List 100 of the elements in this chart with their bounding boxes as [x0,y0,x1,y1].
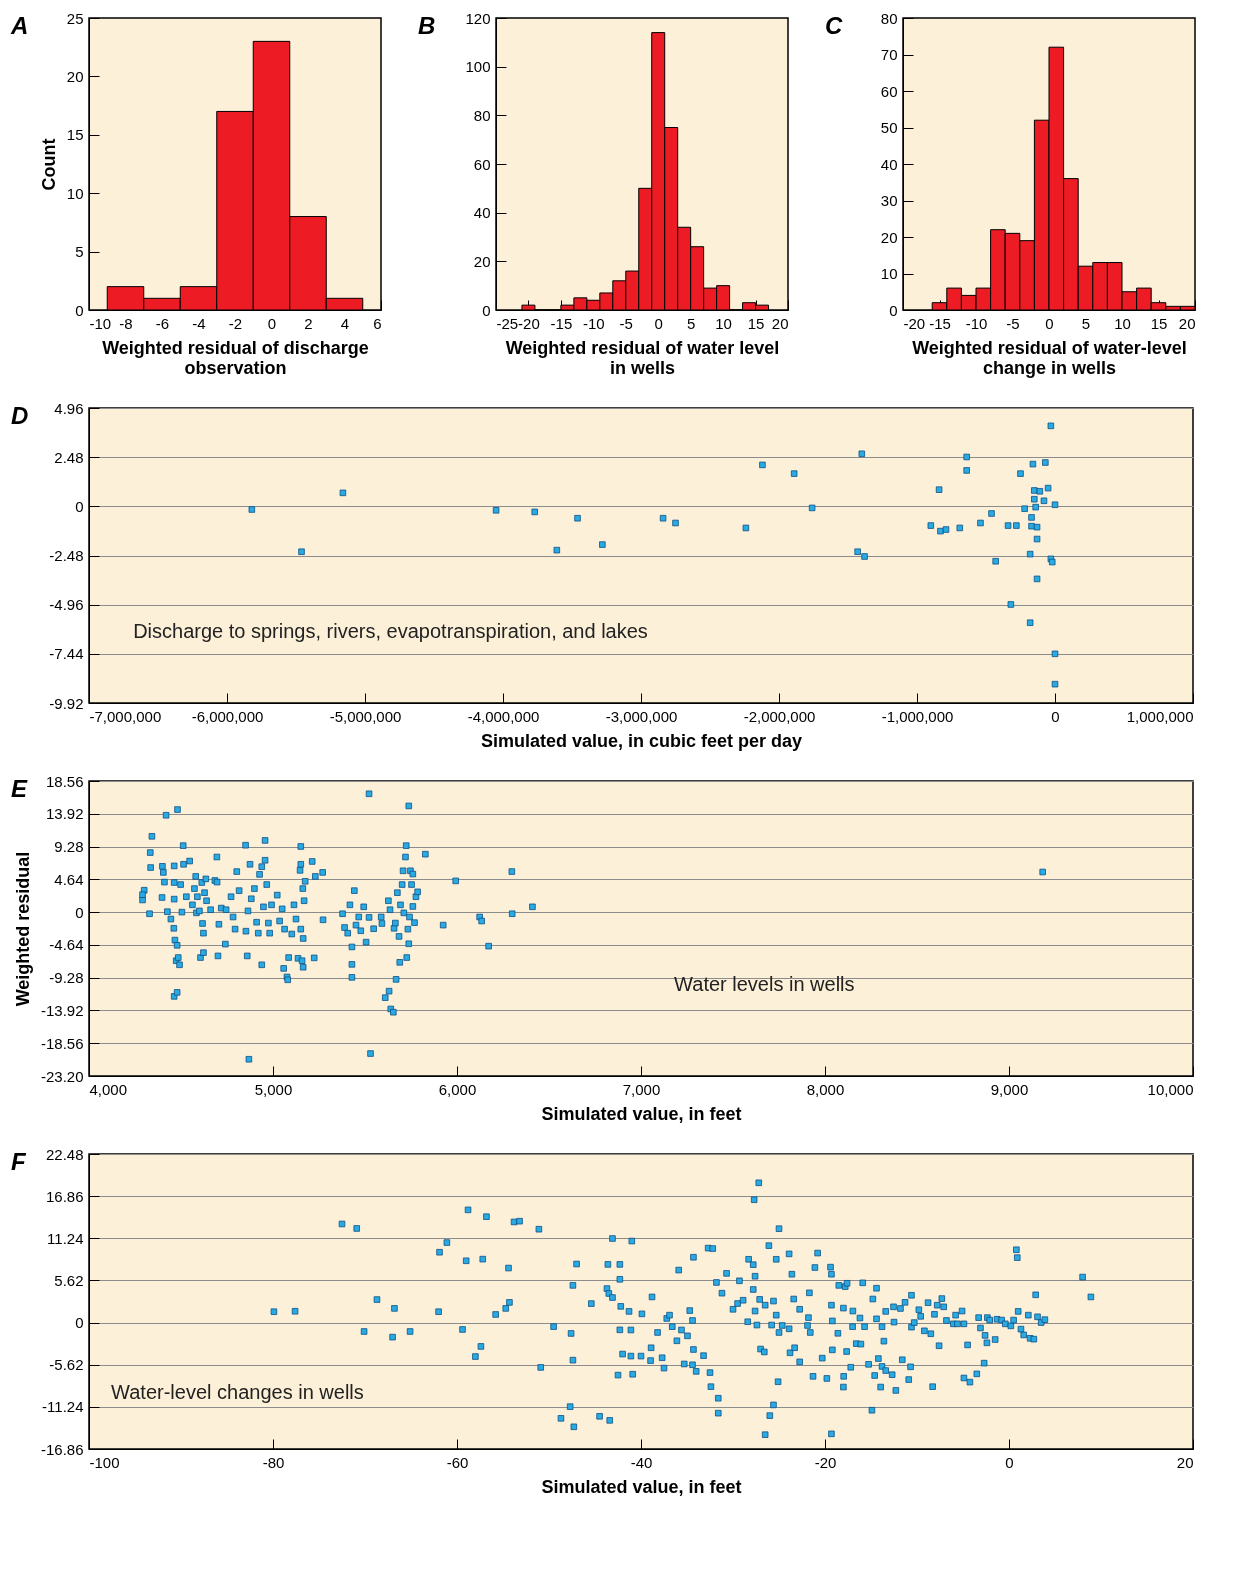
x-tick-label: 5 [686,314,696,332]
chart-title: D [11,402,29,429]
x-tick-label: 15 [1150,314,1168,332]
x-tick-label: -10 [582,314,605,332]
y-tick-label: -13.92 [40,1001,84,1019]
x-tick-label: -20 [518,314,540,332]
y-tick-label: 40 [880,155,898,173]
x-tick-label: -20 [903,314,926,332]
y-tick-label: 80 [473,106,491,124]
x-tick-label: 6,000 [438,1080,477,1098]
chart-title: E [11,775,28,802]
x-tick-label: -100 [89,1453,120,1471]
y-tick-label: 15 [66,126,84,144]
x-tick-label: -25 [496,314,519,332]
x-tick-label: -4,000,000 [467,707,540,725]
y-tick-label: -7.44 [49,645,84,663]
x-tick-label: -8 [119,314,133,332]
x-tick-label: -10 [89,314,112,332]
x-axis-title: Simulated value, in feet [541,1103,742,1124]
y-tick-label: -16.86 [40,1440,84,1458]
y-tick-label: -9.92 [49,694,84,712]
y-tick-label: 10 [880,265,898,282]
x-tick-label: 10 [715,314,732,332]
x-tick-label: 0 [267,314,277,332]
y-tick-label: -4.96 [49,596,84,614]
y-tick-label: 100 [465,58,491,76]
x-tick-label: -3,000,000 [605,707,678,725]
x-tick-label: -80 [262,1453,285,1471]
x-axis-title: Weighted residual of water level in wells [505,337,780,378]
y-tick-label: -18.56 [40,1034,84,1052]
x-tick-label: -20 [814,1453,837,1471]
x-tick-label: 20 [1178,314,1196,332]
y-tick-label: 70 [880,46,898,63]
chart-title: A [10,12,29,39]
x-tick-label: -5 [619,314,633,332]
x-tick-label: -2 [228,314,243,332]
y-tick-label: 20 [473,252,491,270]
y-tick-label: 0 [889,301,898,319]
x-tick-label: -2,000,000 [743,707,816,725]
x-tick-label: -15 [929,314,951,332]
y-tick-label: 0 [75,903,84,921]
x-tick-label: -7,000,000 [89,707,162,725]
x-tick-label: -10 [965,314,988,332]
y-tick-label: 22.48 [45,1145,84,1163]
y-tick-label: 4.64 [54,870,84,888]
x-tick-label: -40 [630,1453,653,1471]
y-tick-label: 120 [465,9,491,27]
chart-title: B [418,12,436,39]
x-tick-label: 10 [1114,314,1131,332]
x-tick-label: 9,000 [990,1080,1029,1098]
y-tick-label: 10 [66,184,84,202]
x-tick-label: 10,000 [1147,1080,1194,1098]
chart-title: F [11,1148,27,1175]
y-tick-label: -11.24 [42,1398,84,1416]
x-axis-title: Simulated value, in cubic feet per day [480,730,803,751]
x-tick-label: 0 [654,314,663,332]
x-tick-label: -60 [446,1453,469,1471]
annotation: Discharge to springs, rivers, evapotranspiration, and lakes [133,620,648,643]
x-tick-label: 4,000 [89,1080,128,1098]
y-tick-label: 20 [66,67,84,85]
y-tick-label: 4.96 [54,399,84,417]
annotation: Water levels in wells [674,972,855,995]
y-tick-label: 0 [75,497,84,515]
x-axis-title: Simulated value, in feet [541,1476,742,1497]
y-tick-label: 0 [482,301,491,319]
y-tick-label: -9.28 [49,969,84,987]
x-tick-label: 5 [1081,314,1091,332]
y-tick-label: 50 [880,119,898,136]
x-tick-label: -6,000,000 [191,707,264,725]
x-tick-label: -15 [550,314,573,332]
x-tick-label: -4 [192,314,206,332]
y-tick-label: 5.62 [54,1271,84,1289]
x-tick-label: 20 [771,314,789,332]
x-tick-label: 8,000 [806,1080,845,1098]
x-tick-label: 0 [1051,707,1060,725]
y-tick-label: 11.24 [47,1229,84,1247]
x-tick-label: 0 [1005,1453,1014,1471]
y-tick-label: -5.62 [49,1356,84,1374]
y-tick-label: -2.48 [49,547,84,564]
y-tick-label: 60 [880,82,898,100]
y-tick-label: 30 [880,192,898,209]
x-tick-label: -6 [155,314,170,332]
y-tick-label: 20 [880,228,898,246]
x-tick-label: 2 [304,314,313,332]
chart-title: C [825,12,843,39]
annotation: Water-level changes in wells [111,1380,364,1403]
y-tick-label: 60 [473,155,491,173]
y-tick-label: 25 [66,9,84,27]
y-tick-label: -4.64 [49,936,84,954]
x-tick-label: -1,000,000 [881,707,954,725]
y-tick-label: -23.20 [40,1067,84,1085]
y-tick-label: 18.56 [45,772,84,790]
x-tick-label: -5 [1006,314,1020,332]
x-tick-label: 6 [373,314,382,332]
x-axis-title: Weighted residual of discharge observation [102,337,369,378]
y-tick-label: 16.86 [45,1187,84,1205]
y-axis-title: Weighted residual [12,851,33,1007]
x-tick-label: 7,000 [622,1080,661,1098]
y-axis-title: Count [38,138,59,191]
y-tick-label: 2.48 [54,448,84,466]
